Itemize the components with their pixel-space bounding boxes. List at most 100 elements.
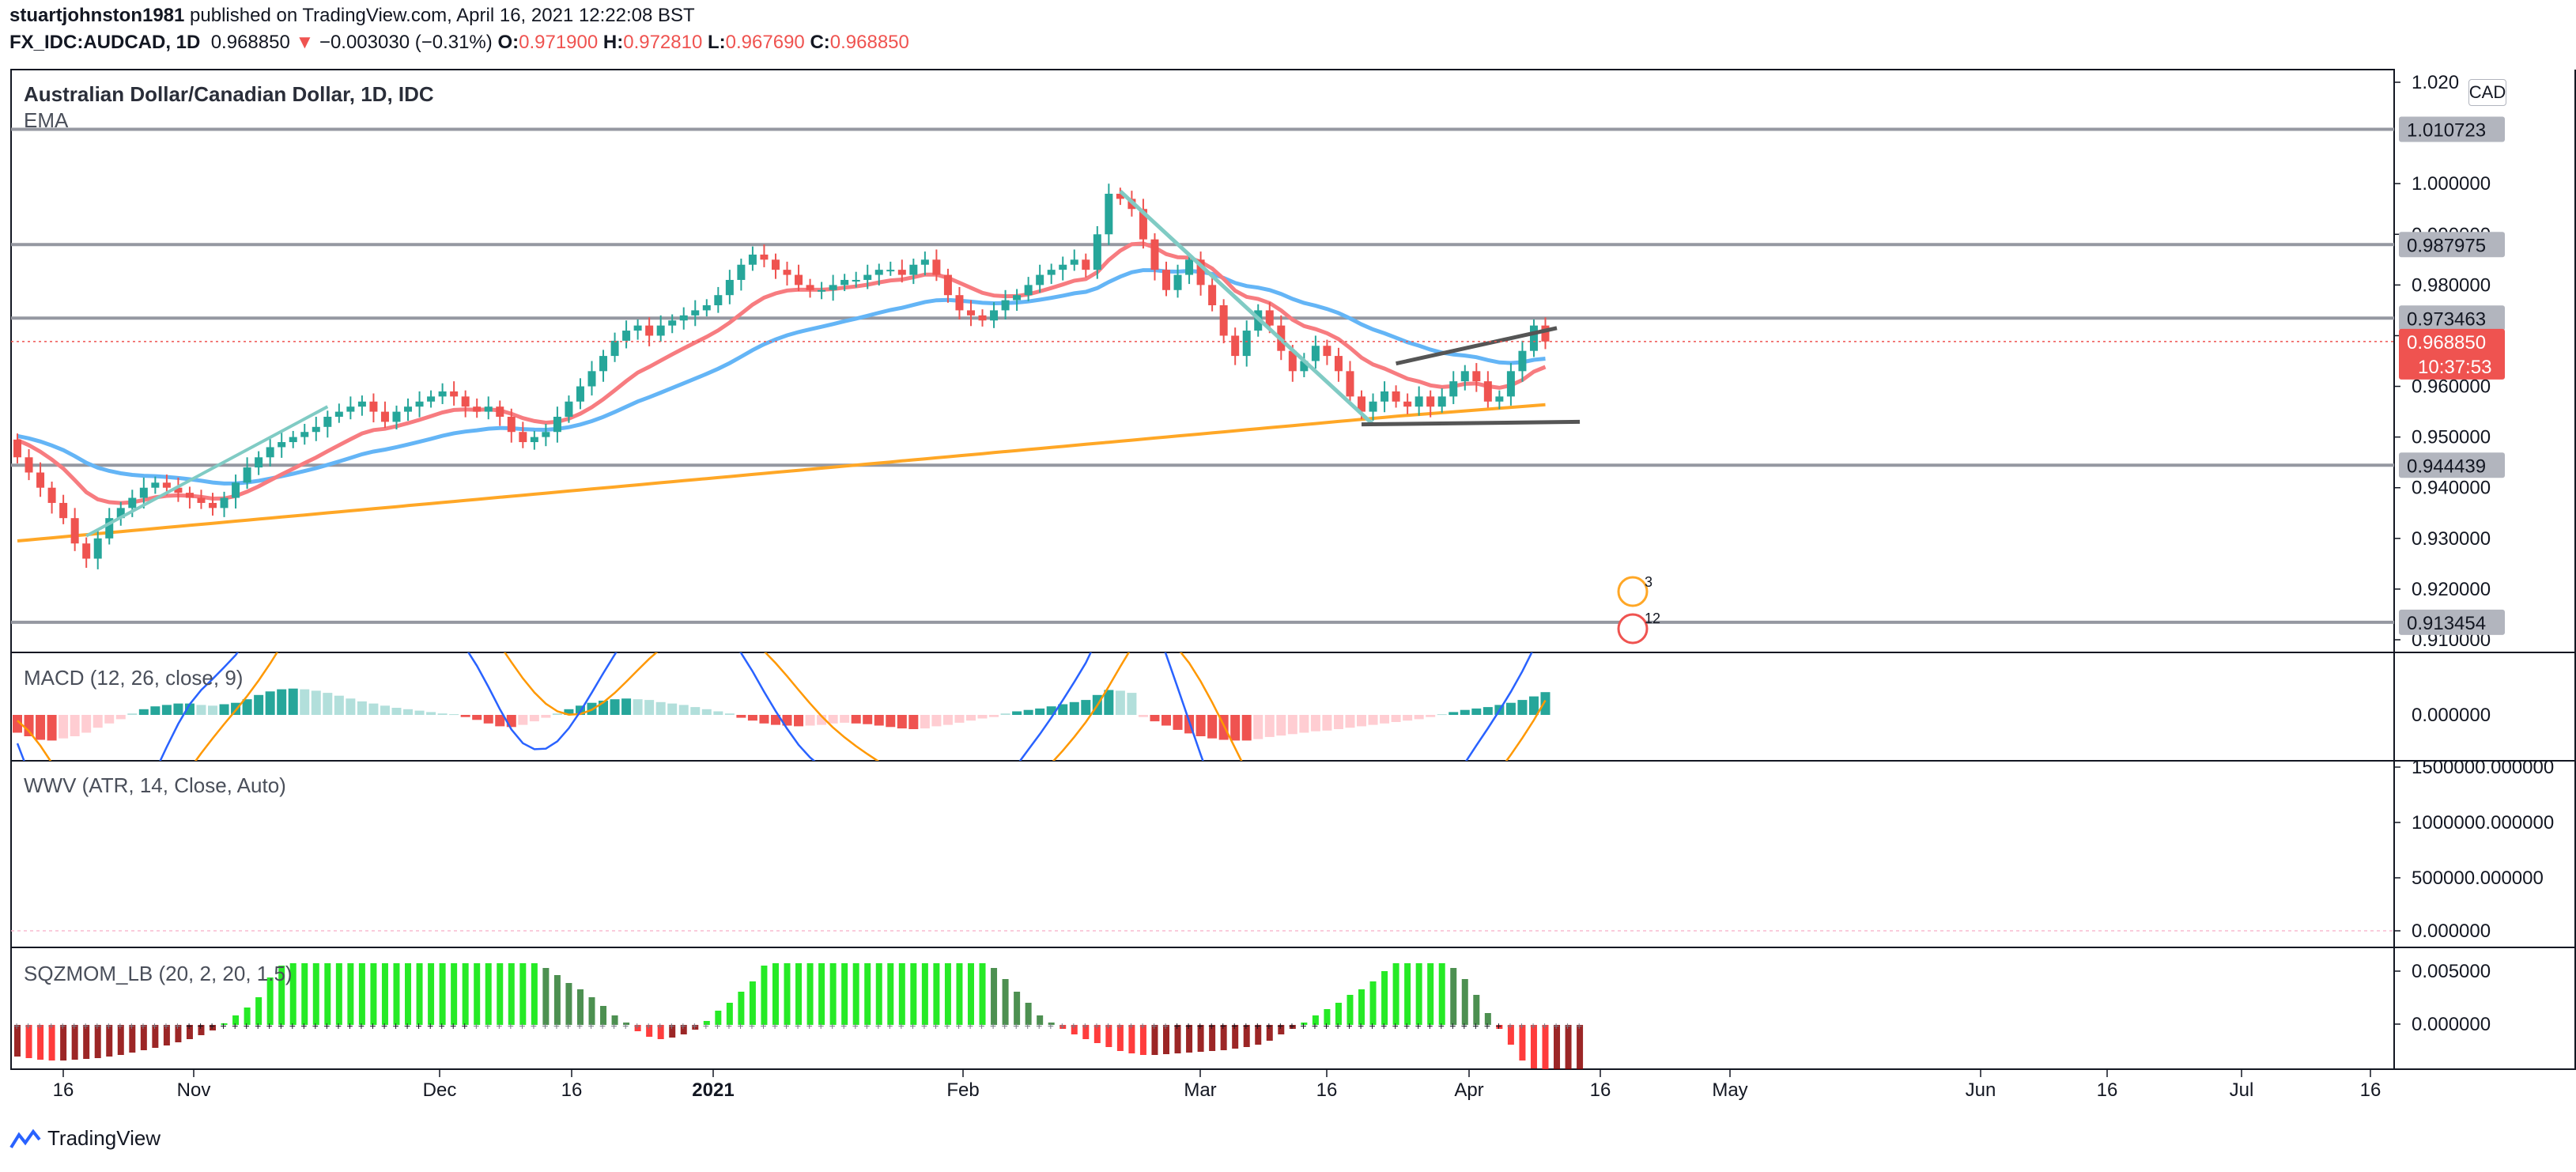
candle-body <box>128 497 137 508</box>
candle-body <box>863 274 872 280</box>
chart-canvas[interactable]: 1.0201.0000000.9900000.9800000.9700000.9… <box>0 0 2576 1123</box>
candle-body <box>289 437 297 443</box>
sqz-tick-label: 0.005000 <box>2412 961 2491 982</box>
macd-histogram-bar <box>460 715 470 717</box>
sqzmom-bar <box>646 1025 653 1037</box>
sqzmom-bar <box>784 963 791 1025</box>
currency-badge[interactable]: CAD <box>2468 79 2506 106</box>
sqzmom-bar <box>921 963 928 1025</box>
squeeze-dot: + <box>1449 1019 1456 1032</box>
candle-body <box>1047 270 1056 275</box>
macd-histogram-bar <box>1104 690 1114 715</box>
squeeze-dot: + <box>1312 1019 1318 1032</box>
squeeze-dot: + <box>1185 1019 1192 1032</box>
candle-body <box>943 274 952 296</box>
squeeze-dot: + <box>266 1019 273 1032</box>
symbol-name: FX_IDC:AUDCAD, 1D <box>9 32 201 53</box>
macd-histogram-bar <box>36 715 46 740</box>
squeeze-dot: + <box>806 1019 813 1032</box>
candle-body <box>829 285 837 290</box>
macd-histogram-bar <box>886 715 896 728</box>
squeeze-dot: + <box>990 1019 996 1032</box>
countdown-label: 10:37:53 <box>2418 357 2491 378</box>
squeeze-dot: + <box>244 1019 250 1032</box>
sqzmom-bar <box>474 963 481 1025</box>
macd-histogram-bar <box>254 694 264 715</box>
sqzmom-legend[interactable]: SQZMOM_LB (20, 2, 20, 1.5) <box>24 962 293 985</box>
macd-histogram-bar <box>1058 704 1068 715</box>
squeeze-dot: + <box>1323 1019 1329 1032</box>
squeeze-dot: + <box>105 1019 111 1032</box>
sqzmom-bar <box>14 1025 21 1057</box>
macd-histogram-bar <box>1276 715 1286 736</box>
sqzmom-bar <box>967 963 974 1025</box>
sqzmom-bar <box>634 1025 641 1031</box>
macd-histogram-bar <box>391 708 402 715</box>
squeeze-dot: + <box>174 1019 180 1032</box>
macd-histogram-bar <box>1241 715 1252 741</box>
sqzmom-bar <box>1232 1025 1239 1049</box>
squeeze-dot: + <box>278 1019 284 1032</box>
squeeze-dot: + <box>1530 1019 1536 1032</box>
candle-body <box>966 310 975 316</box>
sqzmom-bar <box>37 1025 44 1060</box>
squeeze-dot: + <box>1369 1019 1376 1032</box>
sqzmom-bar <box>1174 1025 1181 1053</box>
sqzmom-bar <box>1565 1025 1572 1069</box>
sqzmom-bar <box>749 981 756 1025</box>
candle-body <box>1483 381 1492 402</box>
candle-body <box>1346 371 1354 397</box>
squeeze-dot: + <box>749 1019 755 1032</box>
sqzmom-bar <box>991 968 998 1025</box>
tradingview-footer[interactable]: TradingView <box>9 1126 161 1151</box>
wwv-tick-label: 1000000.000000 <box>2412 812 2554 834</box>
squeeze-dot: + <box>209 1019 215 1032</box>
squeeze-dot: + <box>1105 1019 1111 1032</box>
au-event-flag-icon <box>1617 576 1649 607</box>
macd-histogram-bar <box>667 703 678 715</box>
squeeze-dot: + <box>737 1019 743 1032</box>
squeeze-dot: + <box>576 1019 583 1032</box>
last-price: 0.968850 <box>210 32 290 53</box>
macd-histogram-bar <box>208 705 218 715</box>
squeeze-dot: + <box>289 1019 296 1032</box>
macd-histogram-bar <box>655 701 666 715</box>
squeeze-dot: + <box>886 1019 893 1032</box>
candle-body <box>507 416 516 433</box>
macd-histogram-bar <box>701 709 712 715</box>
author-name[interactable]: stuartjohnston1981 <box>9 5 185 26</box>
squeeze-dot: + <box>1197 1019 1203 1032</box>
candle-body <box>702 305 711 311</box>
squeeze-dot: + <box>450 1019 456 1032</box>
time-tick-label: Dec <box>423 1079 457 1101</box>
candle-body <box>1059 264 1067 270</box>
macd-histogram-bar <box>1471 708 1482 715</box>
squeeze-dot: + <box>531 1019 537 1032</box>
macd-histogram-bar <box>1115 690 1125 715</box>
candle-body <box>530 437 538 443</box>
level-price-label: 0.973463 <box>2407 308 2486 330</box>
wwv-legend[interactable]: WWV (ATR, 14, Close, Auto) <box>24 773 286 797</box>
price-tick-label: 1.000000 <box>2412 173 2491 195</box>
ema-legend[interactable]: EMA <box>24 108 69 132</box>
time-tick-label: 16 <box>2097 1079 2118 1101</box>
squeeze-dot: + <box>1266 1019 1272 1032</box>
macd-legend[interactable]: MACD (12, 26, close, 9) <box>24 666 244 690</box>
sqzmom-bar <box>669 1025 676 1038</box>
sqzmom-bar <box>48 1025 55 1060</box>
sqzmom-bar <box>1324 1009 1331 1025</box>
level-price-badge <box>2399 305 2505 331</box>
current-price-label: 0.968850 <box>2407 332 2486 353</box>
candle-body <box>897 270 906 275</box>
sqzmom-bar <box>175 1025 182 1042</box>
macd-histogram-bar <box>1046 706 1056 715</box>
squeeze-dot: + <box>967 1019 973 1032</box>
event-count-label: 12 <box>1645 611 1660 626</box>
squeeze-dot: + <box>151 1019 157 1032</box>
sqzmom-bar <box>531 963 538 1025</box>
sqzmom-bar <box>692 1025 699 1030</box>
candle-body <box>415 401 424 407</box>
candle-body <box>404 406 413 412</box>
macd-histogram-bar <box>1161 715 1171 726</box>
candle-body <box>633 325 642 331</box>
